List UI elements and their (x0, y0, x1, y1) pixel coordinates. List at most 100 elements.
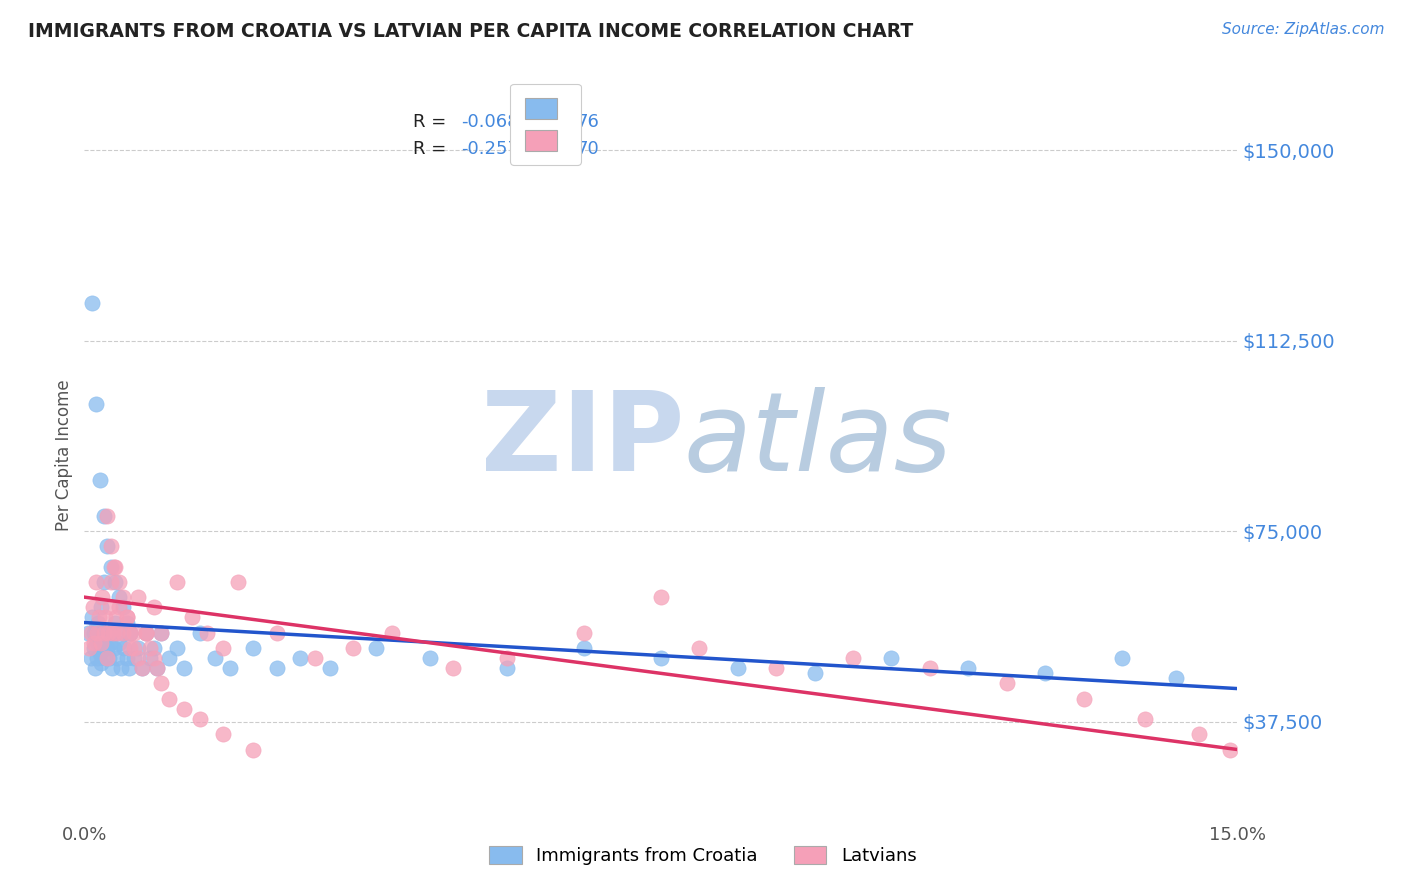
Point (127, 590, 149, 604)
Y-axis label: Per Capita Income: Per Capita Income (55, 379, 73, 531)
Point (142, 651, 165, 665)
Point (727, 661, 749, 675)
Text: ZIP: ZIP (481, 387, 683, 494)
Point (118, 661, 141, 675)
Point (211, 727, 233, 741)
Point (91, 640, 114, 655)
Legend: Immigrants from Croatia, Latvians: Immigrants from Croatia, Latvians (481, 837, 925, 874)
Point (304, 651, 326, 665)
Point (108, 590, 131, 604)
Text: IMMIGRANTS FROM CROATIA VS LATVIAN PER CAPITA INCOME CORRELATION CHART: IMMIGRANTS FROM CROATIA VS LATVIAN PER C… (28, 22, 914, 41)
Point (96, 539, 118, 553)
Point (150, 625, 173, 640)
Point (138, 640, 160, 655)
Point (1219, 742, 1241, 756)
Point (765, 661, 787, 675)
Point (157, 651, 180, 665)
Point (93, 508, 115, 523)
Point (166, 640, 188, 655)
Point (93, 625, 115, 640)
Point (91, 590, 114, 604)
Point (142, 600, 165, 615)
Point (89, 636, 111, 650)
Point (219, 661, 242, 675)
Point (100, 559, 122, 574)
Point (101, 625, 124, 640)
Point (104, 574, 127, 589)
Text: N =: N = (529, 113, 579, 131)
Point (957, 661, 980, 675)
Point (120, 625, 142, 640)
Point (83, 625, 105, 640)
Text: atlas: atlas (683, 387, 952, 494)
Point (266, 625, 288, 640)
Point (104, 559, 127, 574)
Point (842, 651, 865, 665)
Point (995, 676, 1018, 690)
Point (77, 625, 100, 640)
Point (108, 600, 131, 615)
Point (115, 610, 138, 624)
Point (90, 600, 112, 615)
Point (87, 615, 110, 630)
Point (124, 625, 146, 640)
Point (111, 625, 134, 640)
Point (110, 661, 132, 675)
Point (146, 661, 169, 675)
Text: N =: N = (529, 140, 579, 158)
Point (650, 590, 672, 604)
Point (111, 625, 134, 640)
Point (107, 625, 129, 640)
Point (266, 661, 288, 675)
Point (150, 676, 173, 690)
Point (94, 625, 117, 640)
Point (83, 636, 105, 650)
Point (226, 574, 249, 589)
Point (94, 651, 117, 665)
Point (101, 661, 124, 675)
Point (803, 666, 825, 681)
Point (96, 651, 118, 665)
Point (135, 625, 157, 640)
Point (80, 295, 103, 310)
Point (96, 508, 118, 523)
Point (86, 651, 108, 665)
Point (441, 661, 464, 675)
Text: 76: 76 (576, 113, 599, 131)
Point (111, 590, 134, 604)
Point (120, 625, 142, 640)
Point (419, 651, 441, 665)
Point (100, 625, 122, 640)
Point (97, 651, 120, 665)
Point (918, 661, 941, 675)
Point (688, 640, 710, 655)
Point (84, 621, 107, 635)
Point (77, 640, 100, 655)
Point (188, 625, 211, 640)
Point (131, 661, 153, 675)
Point (572, 625, 595, 640)
Point (319, 661, 342, 675)
Point (108, 636, 131, 650)
Point (84, 397, 107, 411)
Point (100, 539, 122, 553)
Point (79, 651, 101, 665)
Point (83, 640, 105, 655)
Point (89, 656, 111, 670)
Point (204, 651, 226, 665)
Point (108, 574, 131, 589)
Point (127, 651, 149, 665)
Point (381, 625, 404, 640)
Point (93, 636, 115, 650)
Point (173, 702, 195, 716)
Point (127, 640, 149, 655)
Point (1188, 727, 1211, 741)
Text: R =: R = (413, 140, 451, 158)
Point (142, 640, 165, 655)
Point (84, 574, 107, 589)
Point (146, 661, 169, 675)
Point (115, 610, 138, 624)
Point (96, 640, 118, 655)
Point (150, 625, 173, 640)
Point (342, 640, 364, 655)
